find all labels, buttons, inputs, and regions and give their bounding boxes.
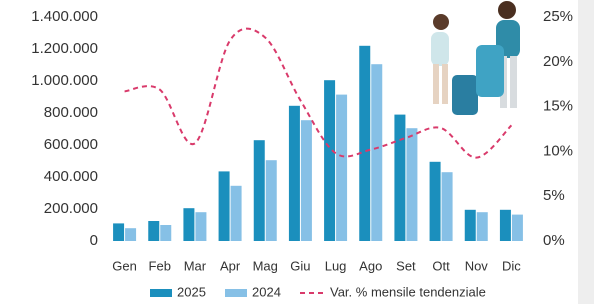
bar [160, 225, 171, 241]
y-tick-label: 0 [90, 232, 98, 249]
legend-swatch [225, 289, 247, 297]
bar [254, 140, 265, 241]
bar [500, 210, 511, 241]
x-tick-label: Mar [184, 258, 207, 273]
side-strip [578, 0, 594, 304]
bar [394, 115, 405, 241]
bar [195, 212, 206, 241]
bar [336, 95, 347, 241]
bar [125, 228, 136, 241]
x-tick-label: Feb [149, 258, 171, 273]
legend-label: 2024 [252, 284, 281, 299]
bar [289, 106, 300, 241]
bar [371, 64, 382, 241]
legend-label: Var. % mensile tendenziale [330, 284, 486, 299]
y-tick-label: 1.400.000 [31, 8, 98, 25]
x-tick-label: Ott [432, 258, 450, 273]
y2-tick-label: 0% [543, 232, 565, 249]
x-tick-label: Apr [220, 258, 241, 273]
x-tick-label: Dic [502, 258, 521, 273]
x-tick-label: Giu [290, 258, 310, 273]
bar [477, 212, 488, 241]
bar [324, 80, 335, 241]
y-tick-label: 600.000 [44, 136, 98, 153]
y2-tick-label: 25% [543, 8, 573, 25]
bar [430, 162, 441, 241]
y2-tick-label: 5% [543, 187, 565, 204]
y-tick-label: 1.200.000 [31, 40, 98, 57]
bar [442, 172, 453, 241]
bar [266, 160, 277, 241]
x-tick-label: Ago [359, 258, 382, 273]
y2-tick-label: 10% [543, 142, 573, 159]
bar [301, 120, 312, 241]
chart: 0 200.000 400.000 600.000 800.000 1.000.000 1.… [0, 0, 594, 304]
bar [231, 186, 242, 241]
bar [406, 128, 417, 241]
x-tick-label: Nov [465, 258, 489, 273]
legend-swatch [150, 289, 172, 297]
legend-label: 2025 [177, 284, 206, 299]
bar [359, 46, 370, 241]
bar [183, 208, 194, 241]
x-tick-label: Gen [112, 258, 137, 273]
y-tick-label: 800.000 [44, 104, 98, 121]
y-tick-label: 1.000.000 [31, 72, 98, 89]
bar [148, 221, 159, 241]
bar [512, 215, 523, 241]
x-tick-label: Set [396, 258, 416, 273]
bar [219, 171, 230, 241]
y2-tick-label: 20% [543, 53, 573, 70]
bar [465, 210, 476, 241]
y2-tick-label: 15% [543, 98, 573, 115]
bar [113, 223, 124, 241]
y-tick-label: 200.000 [44, 200, 98, 217]
y-tick-label: 400.000 [44, 168, 98, 185]
page: 0 200.000 400.000 600.000 800.000 1.000.000 1.… [0, 0, 594, 304]
x-tick-label: Mag [253, 258, 278, 273]
x-tick-label: Lug [325, 258, 347, 273]
